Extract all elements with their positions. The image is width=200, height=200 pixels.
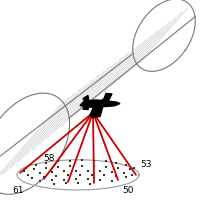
Polygon shape [90,103,104,118]
Polygon shape [80,100,120,108]
Text: 53: 53 [140,160,152,168]
Text: 58: 58 [43,154,55,162]
Polygon shape [100,94,112,103]
Text: 50: 50 [122,186,134,194]
Text: 61: 61 [12,186,24,194]
Polygon shape [83,96,89,103]
Polygon shape [83,105,89,110]
